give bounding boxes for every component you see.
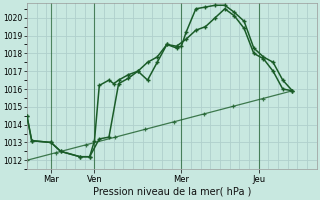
X-axis label: Pression niveau de la mer( hPa ): Pression niveau de la mer( hPa )	[92, 187, 251, 197]
